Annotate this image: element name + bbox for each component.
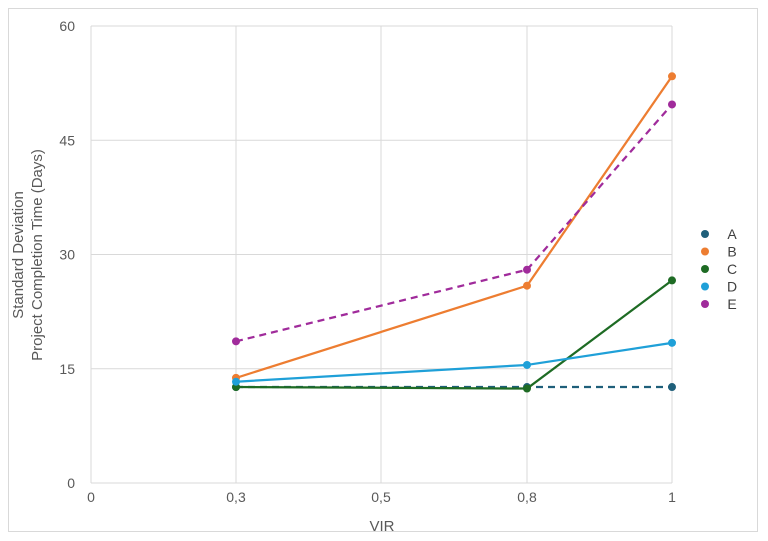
y-axis-title-line-2-group: Project Completion Time (Days) — [29, 149, 46, 361]
series-E — [232, 100, 676, 346]
series-line-B — [235, 75, 673, 379]
series-B — [232, 72, 676, 382]
legend-label: A — [727, 226, 737, 242]
series-line-C — [235, 279, 673, 390]
y-axis-title-line-1: Standard Deviation — [10, 191, 27, 319]
legend-marker — [701, 300, 709, 308]
data-point-B — [668, 72, 676, 81]
y-tick-label: 30 — [59, 247, 75, 263]
data-point-E — [668, 100, 676, 109]
data-point-E — [232, 337, 240, 346]
y-axis-ticks: 0 15 30 45 60 — [59, 18, 75, 491]
legend-label: D — [727, 279, 737, 295]
x-axis-ticks: 0 0,3 0,5 0,8 1 — [87, 489, 676, 505]
legend-item-C: C — [701, 261, 737, 277]
legend-label: C — [727, 261, 737, 277]
y-tick-label: 0 — [67, 475, 75, 491]
y-axis-title-line-2: Project Completion Time (Days) — [29, 149, 46, 361]
series-line-E — [235, 103, 673, 343]
y-tick-label: 15 — [59, 361, 75, 377]
data-point-D — [668, 338, 676, 347]
data-point-D — [523, 360, 531, 369]
data-point-D — [232, 377, 240, 386]
y-tick-label: 45 — [59, 132, 75, 148]
y-axis-title: Standard Deviation — [10, 191, 27, 319]
data-point-C — [668, 276, 676, 285]
legend-item-A: A — [701, 226, 737, 242]
data-point-B — [523, 281, 531, 290]
x-tick-label: 0,3 — [226, 489, 246, 505]
legend-item-E: E — [701, 296, 737, 312]
x-tick-label: 0,5 — [371, 489, 391, 505]
chart-frame — [8, 8, 758, 532]
x-axis-title: VIR — [369, 518, 394, 535]
data-point-E — [523, 265, 531, 274]
data-point-C — [523, 384, 531, 393]
series-line-D — [235, 341, 673, 383]
data-point-A — [668, 383, 676, 392]
gridlines — [90, 25, 673, 484]
legend-item-B: B — [701, 244, 737, 260]
legend-marker — [701, 282, 709, 291]
legend-item-D: D — [701, 279, 737, 295]
x-tick-label: 0,8 — [517, 489, 537, 505]
legend-marker — [701, 247, 709, 256]
series-C — [232, 276, 676, 393]
legend-label: B — [727, 244, 736, 260]
legend-marker — [701, 265, 709, 273]
series-D — [232, 338, 676, 386]
legend-label: E — [727, 296, 736, 312]
series-group — [232, 72, 676, 393]
legend-marker — [701, 230, 709, 238]
y-tick-label: 60 — [59, 18, 75, 34]
x-tick-label: 0 — [87, 489, 95, 505]
x-tick-label: 1 — [668, 489, 676, 505]
